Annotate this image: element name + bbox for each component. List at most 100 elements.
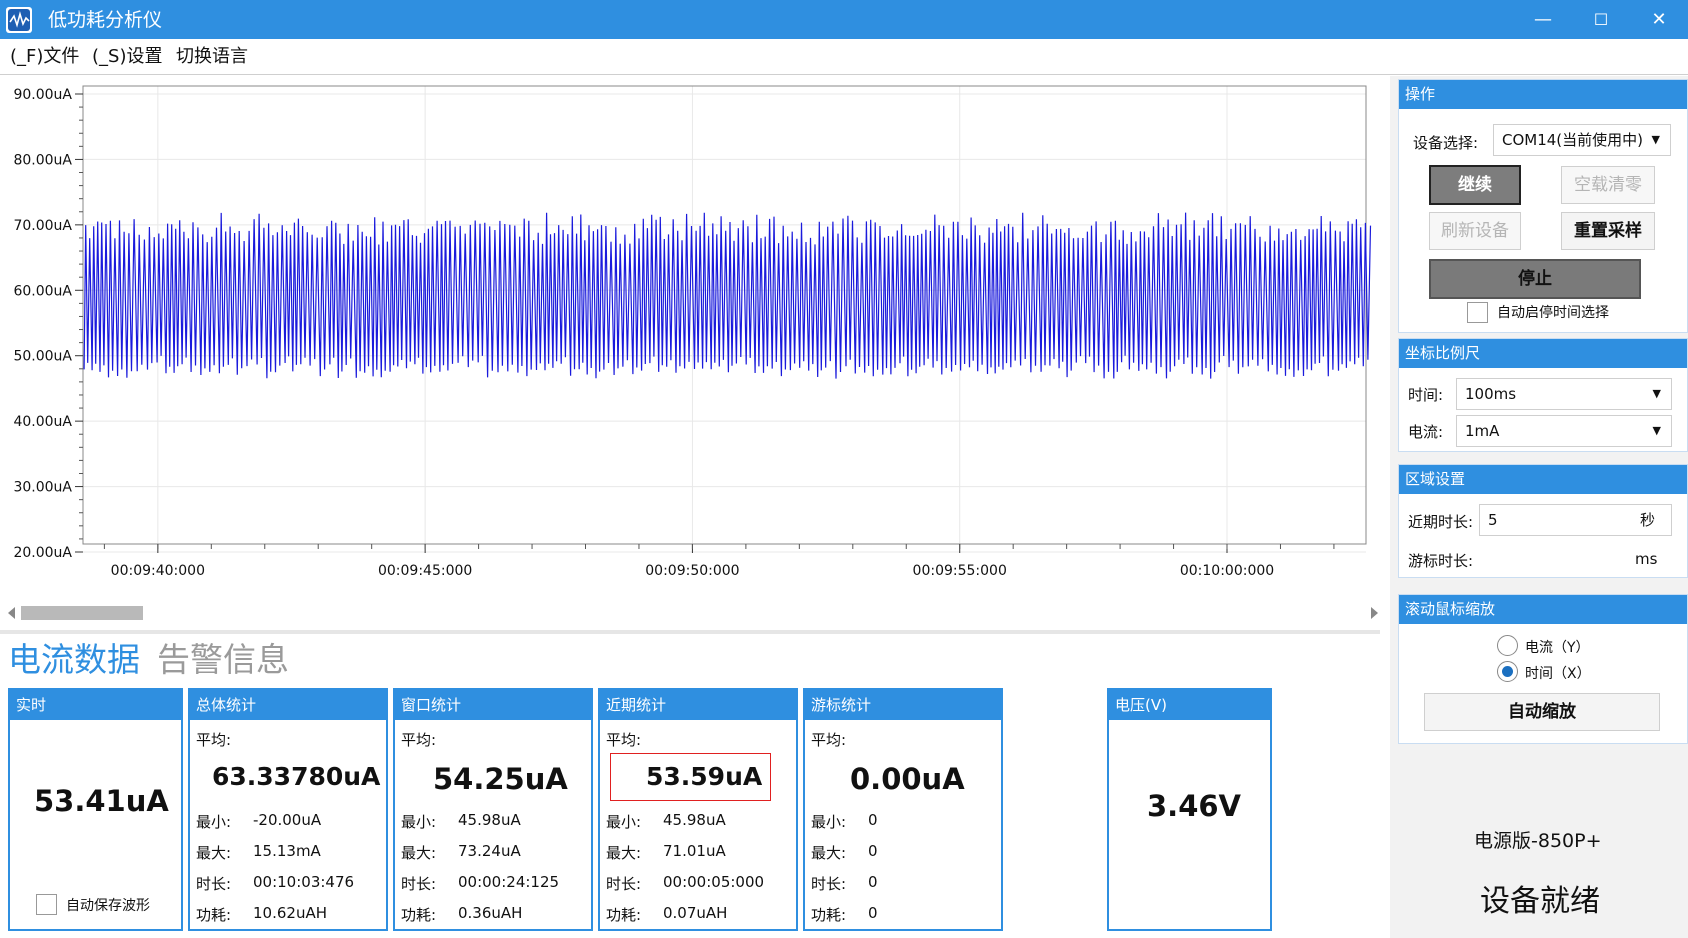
power-label: 功耗: — [811, 906, 847, 924]
version-label: 电源版-850P+ — [1474, 830, 1602, 852]
autosave-checkbox[interactable] — [36, 894, 57, 915]
current-scale-value: 1mA — [1465, 422, 1500, 440]
y-tick-label: 80.00uA — [13, 152, 72, 168]
zero-load-button[interactable]: 空载清零 — [1561, 166, 1655, 204]
auto-stop-checkbox[interactable] — [1467, 302, 1488, 323]
cursor-max-value: 0 — [868, 842, 878, 860]
current-scale-select[interactable]: 1mA ▼ — [1456, 415, 1672, 447]
window-avg-value: 54.25uA — [433, 762, 568, 796]
min-label: 最小: — [811, 813, 847, 831]
stop-button[interactable]: 停止 — [1429, 259, 1641, 299]
total-avg-value: 63.33780uA — [212, 762, 381, 791]
tab-alarm-info[interactable]: 告警信息 — [157, 640, 289, 679]
auto-stop-label: 自动启停时间选择 — [1497, 305, 1609, 321]
card-title: 实时 — [10, 690, 181, 720]
recent-duration-value: 5 — [1488, 511, 1498, 529]
window-stats-card: 窗口统计 平均: 54.25uA 最小: 45.98uA 最大: 73.24uA… — [393, 688, 593, 931]
x-tick-label: 00:10:00:000 — [1180, 563, 1274, 579]
zoom-x-radio[interactable] — [1497, 661, 1518, 682]
menu-settings[interactable]: (_S)设置 — [92, 46, 163, 67]
reset-sampling-button[interactable]: 重置采样 — [1561, 212, 1655, 250]
y-tick-label: 20.00uA — [13, 545, 72, 561]
cursor-min-value: 0 — [868, 811, 878, 829]
time-scale-label: 时间: — [1408, 386, 1444, 404]
time-scale-value: 100ms — [1465, 385, 1517, 403]
recent-duration-input[interactable]: 5 秒 — [1479, 504, 1672, 536]
y-tick-label: 50.00uA — [13, 349, 72, 365]
scroll-right-icon — [1371, 607, 1378, 619]
chart-scrollbar[interactable] — [0, 599, 1385, 627]
ms-unit: ms — [1635, 550, 1658, 568]
auto-zoom-button[interactable]: 自动缩放 — [1424, 693, 1660, 731]
chevron-down-icon: ▼ — [1652, 424, 1661, 437]
total-max-value: 15.13mA — [253, 842, 321, 860]
y-tick-label: 40.00uA — [13, 414, 72, 430]
menu-language[interactable]: 切换语言 — [176, 46, 248, 67]
recent-stats-card: 近期统计 平均: 53.59uA 最小: 45.98uA 最大: 71.01uA… — [598, 688, 798, 931]
total-min-value: -20.00uA — [253, 811, 322, 829]
window-duration-value: 00:00:24:125 — [458, 873, 560, 891]
total-stats-card: 总体统计 平均: 63.33780uA 最小: -20.00uA 最大: 15.… — [188, 688, 388, 931]
power-label: 功耗: — [196, 906, 232, 924]
menu-bar: (_F)文件 (_S)设置 切换语言 — [0, 39, 1688, 75]
chevron-down-icon: ▼ — [1651, 133, 1660, 146]
chevron-down-icon: ▼ — [1652, 387, 1661, 400]
x-tick-label: 00:09:40:000 — [111, 563, 205, 579]
current-scale-label: 电流: — [1408, 423, 1444, 441]
device-select-label: 设备选择: — [1413, 134, 1479, 152]
realtime-value: 53.41uA — [34, 784, 169, 818]
continue-button[interactable]: 继续 — [1429, 165, 1521, 205]
device-select-value: COM14(当前使用中) — [1502, 131, 1644, 149]
x-tick-label: 00:09:45:000 — [378, 563, 472, 579]
avg-label: 平均: — [606, 731, 642, 749]
max-label: 最大: — [401, 844, 437, 862]
cursor-duration-label: 游标时长: — [1408, 552, 1474, 570]
card-title: 近期统计 — [600, 690, 796, 720]
plot-frame — [82, 85, 1367, 545]
group-title: 滚动鼠标缩放 — [1399, 595, 1687, 624]
cursor-stats-card: 游标统计 平均: 0.00uA 最小: 0 最大: 0 时长: 0 功耗: 0 — [803, 688, 1003, 931]
power-label: 功耗: — [606, 906, 642, 924]
menu-file[interactable]: (_F)文件 — [10, 46, 80, 67]
zoom-x-label: 时间（X） — [1525, 666, 1591, 682]
maximize-button[interactable]: ☐ — [1593, 10, 1609, 29]
card-title: 窗口统计 — [395, 690, 591, 720]
y-tick-label: 30.00uA — [13, 480, 72, 496]
card-title: 游标统计 — [805, 690, 1001, 720]
group-title: 操作 — [1399, 80, 1687, 109]
device-select[interactable]: COM14(当前使用中) ▼ — [1493, 124, 1671, 156]
current-chart[interactable]: 90.00uA 80.00uA 70.00uA 60.00uA 50.00uA 40.00… — [0, 76, 1385, 626]
y-tick-label: 70.00uA — [13, 218, 72, 234]
realtime-card: 实时 53.41uA 自动保存波形 — [8, 688, 183, 931]
title-bar: 低功耗分析仪 — ☐ ✕ — [0, 0, 1688, 39]
region-group: 区域设置 近期时长: 5 秒 游标时长: ms — [1398, 464, 1688, 578]
recent-avg-highlight — [610, 753, 771, 801]
total-duration-value: 00:10:03:476 — [253, 873, 355, 891]
current-waveform-chart[interactable]: 90.00uA 80.00uA 70.00uA 60.00uA 50.00uA 40.00… — [0, 76, 1385, 596]
scroll-left-icon — [8, 607, 15, 619]
zoom-group: 滚动鼠标缩放 电流（Y） 时间（X） 自动缩放 — [1398, 594, 1688, 744]
duration-label: 时长: — [811, 875, 847, 893]
tab-current-data[interactable]: 电流数据 — [8, 640, 140, 679]
y-tick-label: 60.00uA — [13, 283, 72, 299]
total-power-value: 10.62uAH — [253, 904, 327, 922]
refresh-device-button[interactable]: 刷新设备 — [1429, 212, 1521, 250]
zoom-y-radio[interactable] — [1497, 635, 1518, 656]
x-tick-label: 00:09:50:000 — [645, 563, 739, 579]
close-button[interactable]: ✕ — [1651, 9, 1667, 30]
recent-power-value: 0.07uAH — [663, 904, 728, 922]
minimize-button[interactable]: — — [1534, 9, 1552, 30]
zoom-y-label: 电流（Y） — [1525, 640, 1590, 656]
app-logo-icon — [6, 7, 32, 33]
cursor-power-value: 0 — [868, 904, 878, 922]
recent-duration-value: 00:00:05:000 — [663, 873, 765, 891]
group-title: 区域设置 — [1399, 465, 1687, 494]
time-scale-select[interactable]: 100ms ▼ — [1456, 378, 1672, 410]
cursor-avg-value: 0.00uA — [850, 762, 965, 796]
max-label: 最大: — [606, 844, 642, 862]
min-label: 最小: — [196, 813, 232, 831]
window-min-value: 45.98uA — [458, 811, 521, 829]
max-label: 最大: — [196, 844, 232, 862]
duration-label: 时长: — [196, 875, 232, 893]
radio-selected-dot — [1502, 666, 1513, 677]
